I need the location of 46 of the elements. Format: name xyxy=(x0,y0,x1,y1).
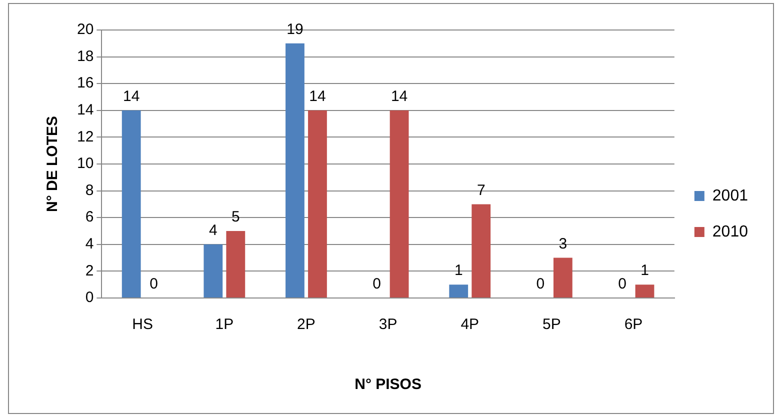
data-label: 4 xyxy=(208,222,218,240)
data-label: 3 xyxy=(558,235,568,252)
legend-label: 2001 xyxy=(712,187,748,204)
bar xyxy=(449,284,468,298)
y-tick-label: 14 xyxy=(76,102,94,119)
data-label: 0 xyxy=(536,276,545,293)
data-label: 0 xyxy=(618,276,626,293)
y-tick-label: 18 xyxy=(76,48,94,65)
x-axis-title: N° PISOS xyxy=(354,376,422,394)
x-tick-label: 5P xyxy=(542,316,561,334)
x-tick-label: 2P xyxy=(297,316,316,334)
y-tick-label: 12 xyxy=(76,128,94,146)
data-label: 7 xyxy=(476,182,486,199)
x-tick-label: 1P xyxy=(215,316,234,334)
bar xyxy=(390,110,409,298)
bar xyxy=(286,43,304,298)
bar xyxy=(635,284,654,298)
bar xyxy=(472,204,491,298)
data-label: 5 xyxy=(231,208,240,226)
x-tick-label: 6P xyxy=(624,316,643,334)
legend-label: 2010 xyxy=(712,223,748,240)
y-tick-label: 4 xyxy=(85,236,94,253)
data-label: 1 xyxy=(454,262,463,280)
bar xyxy=(308,110,327,298)
y-tick-label: 20 xyxy=(76,21,94,38)
data-label: 19 xyxy=(286,21,304,38)
data-label: 14 xyxy=(309,88,326,106)
y-tick-label: 16 xyxy=(76,74,94,92)
data-label: 0 xyxy=(150,276,158,293)
x-tick-label: HS xyxy=(132,316,154,334)
data-label: 14 xyxy=(390,88,408,106)
data-label: 1 xyxy=(640,262,649,280)
bar xyxy=(553,258,572,298)
bar xyxy=(226,231,246,298)
y-tick-label: 10 xyxy=(76,155,94,172)
y-tick-label: 2 xyxy=(85,262,94,280)
y-tick-label: 6 xyxy=(85,208,94,226)
y-axis-title: N° DE LOTES xyxy=(44,116,62,212)
x-tick-label: 4P xyxy=(460,316,480,334)
y-tick-label: 8 xyxy=(85,182,94,199)
bar xyxy=(204,244,223,298)
bar xyxy=(122,110,141,298)
x-tick-label: 3P xyxy=(378,316,398,334)
y-tick-label: 0 xyxy=(85,289,94,306)
data-label: 0 xyxy=(372,276,381,293)
data-label: 14 xyxy=(123,88,140,106)
